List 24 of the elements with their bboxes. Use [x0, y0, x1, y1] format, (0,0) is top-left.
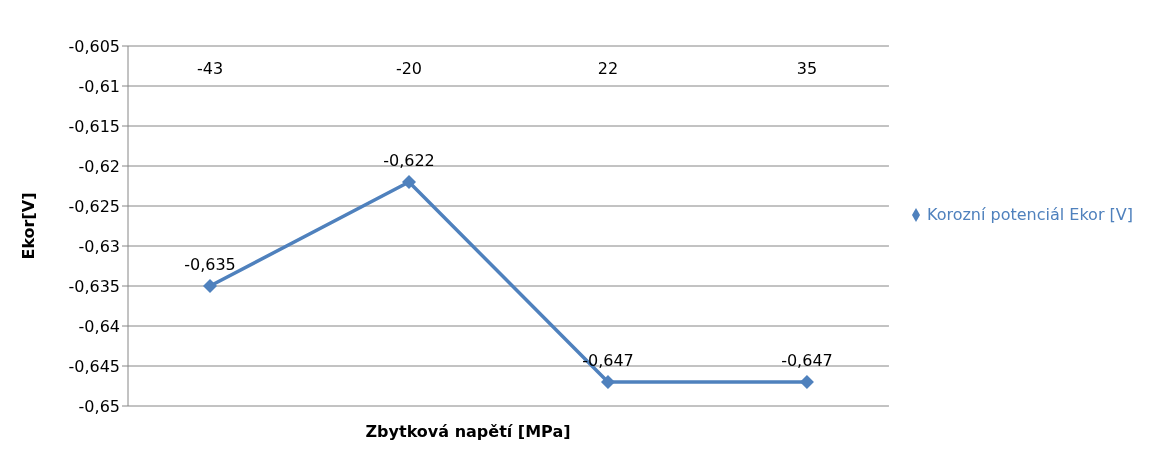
- point: [401, 175, 416, 189]
- y-tick-label: -0,65: [78, 396, 120, 416]
- point: [799, 375, 814, 389]
- y-tick-label: -0,615: [68, 116, 120, 136]
- point: [203, 279, 217, 293]
- y-tick-label: -0,63: [78, 236, 120, 256]
- point: [600, 375, 615, 389]
- y-tick-label: -0,645: [68, 356, 120, 376]
- legend-label: Korozní potenciál Ekor [V]: [926, 204, 1133, 224]
- data-label: -0,635: [184, 255, 236, 274]
- y-tick-label: -0,62: [78, 156, 120, 176]
- data-label: -0,647: [781, 351, 833, 370]
- y-tick-label: -0,61: [78, 76, 120, 96]
- y-tick-label: -0,605: [68, 36, 120, 56]
- y-tick-label: -0,64: [78, 316, 120, 336]
- y-tick-label: -0,625: [68, 196, 120, 216]
- y-axis-title: Ekor[V]: [18, 192, 38, 260]
- x-tick-label: -43: [196, 59, 224, 78]
- data-label: -0,622: [383, 151, 435, 170]
- y-tick-label: -0,635: [68, 276, 120, 296]
- x-axis-title: Zbytková napětí [MPa]: [364, 422, 572, 441]
- x-tick-label: 35: [796, 59, 818, 78]
- x-tick-label: -20: [395, 59, 423, 78]
- x-tick-label: 22: [597, 59, 619, 78]
